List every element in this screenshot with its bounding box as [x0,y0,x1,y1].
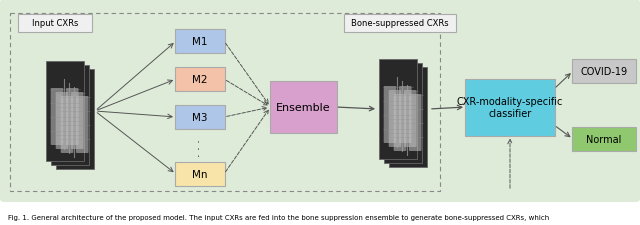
FancyBboxPatch shape [388,91,401,147]
Text: COVID-19: COVID-19 [580,67,628,77]
FancyBboxPatch shape [18,15,92,33]
FancyBboxPatch shape [384,64,422,163]
FancyBboxPatch shape [66,89,79,145]
FancyBboxPatch shape [394,94,406,151]
FancyBboxPatch shape [71,93,84,149]
FancyBboxPatch shape [76,97,88,153]
FancyBboxPatch shape [56,93,68,149]
Text: M1: M1 [192,37,208,47]
FancyBboxPatch shape [465,79,555,136]
Text: M3: M3 [192,112,208,122]
FancyBboxPatch shape [175,68,225,92]
Text: Normal: Normal [586,134,621,144]
FancyBboxPatch shape [51,89,63,145]
Text: CXR-modality-specific
classifier: CXR-modality-specific classifier [457,96,563,119]
FancyBboxPatch shape [175,106,225,129]
Text: Ensemble: Ensemble [276,103,330,112]
FancyBboxPatch shape [175,162,225,186]
FancyBboxPatch shape [379,60,417,159]
Text: Bone-suppressed CXRs: Bone-suppressed CXRs [351,19,449,28]
Text: · · ·: · · · [195,138,205,156]
FancyBboxPatch shape [46,62,84,161]
FancyBboxPatch shape [56,70,94,169]
FancyBboxPatch shape [0,0,640,202]
FancyBboxPatch shape [572,127,636,151]
FancyBboxPatch shape [399,87,412,143]
Text: M2: M2 [192,75,208,85]
Text: Input CXRs: Input CXRs [32,19,78,28]
Text: Mn: Mn [192,169,208,179]
FancyBboxPatch shape [175,30,225,54]
Text: Fig. 1. General architecture of the proposed model. The input CXRs are fed into : Fig. 1. General architecture of the prop… [8,214,549,220]
FancyBboxPatch shape [51,66,89,165]
FancyBboxPatch shape [572,60,636,84]
FancyBboxPatch shape [404,91,417,147]
FancyBboxPatch shape [344,15,456,33]
FancyBboxPatch shape [269,82,337,133]
FancyBboxPatch shape [389,68,427,167]
FancyBboxPatch shape [61,97,74,153]
FancyBboxPatch shape [384,87,396,143]
FancyBboxPatch shape [409,94,422,151]
